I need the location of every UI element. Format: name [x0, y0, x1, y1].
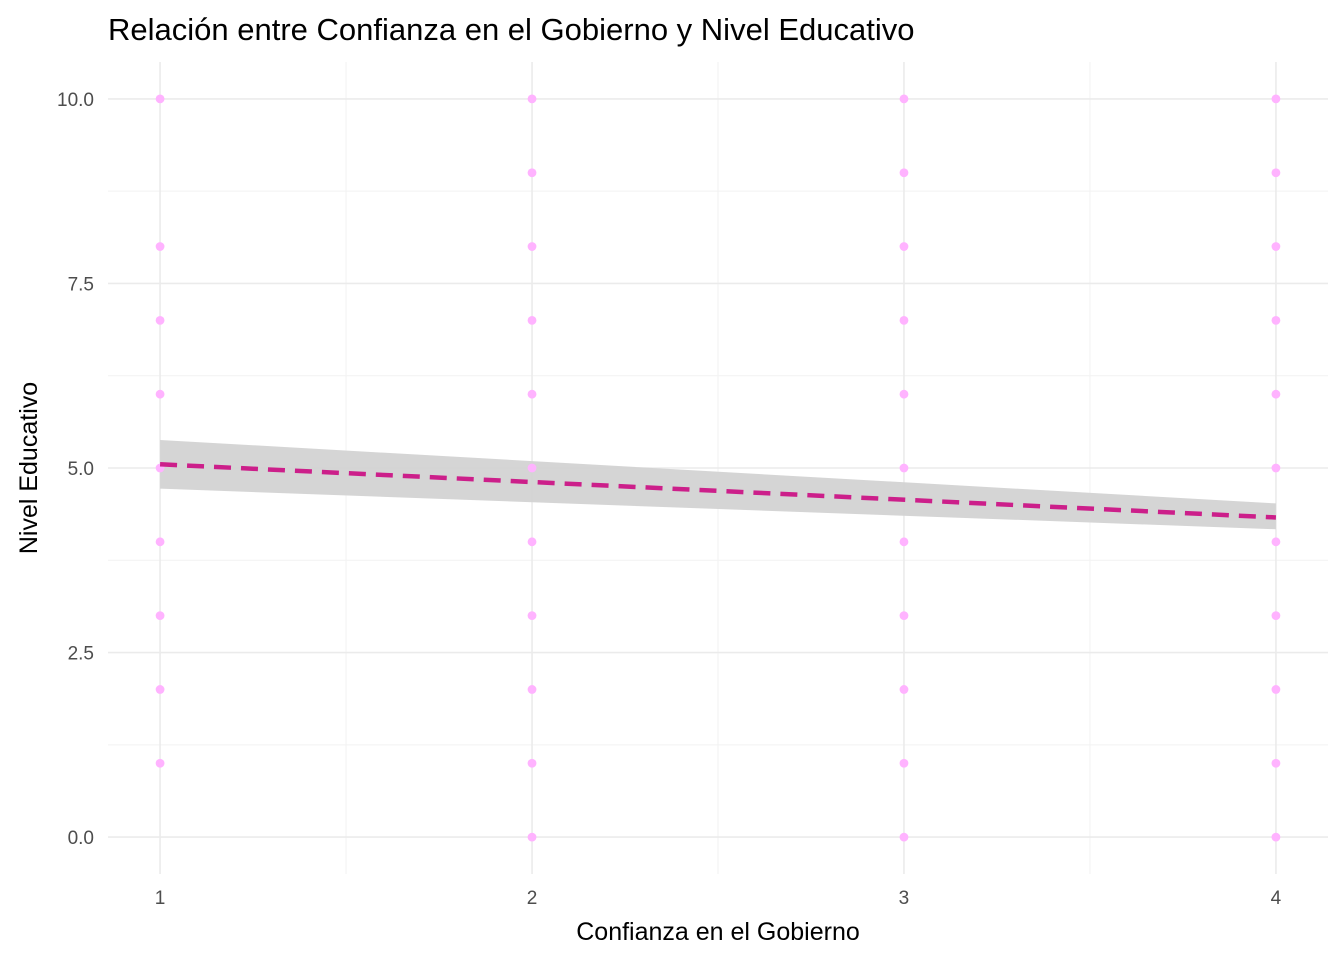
data-point — [899, 537, 909, 547]
data-point — [155, 685, 165, 694]
chart-title: Relación entre Confianza en el Gobierno … — [108, 12, 914, 47]
confidence-band — [160, 439, 1276, 530]
confidence-band-layer — [160, 439, 1276, 530]
data-point — [1271, 389, 1281, 399]
trend-line — [159, 462, 1277, 520]
x-tick-label: 2 — [527, 888, 538, 909]
data-point — [527, 94, 537, 104]
data-point — [155, 758, 165, 768]
data-point — [1271, 463, 1281, 473]
data-point — [1271, 242, 1281, 251]
x-tick-label: 1 — [155, 888, 166, 909]
data-point — [1271, 611, 1281, 621]
data-point — [899, 685, 909, 694]
data-point — [155, 315, 165, 325]
data-point — [155, 537, 165, 547]
x-tick-label: 4 — [1271, 888, 1282, 909]
data-point — [527, 315, 537, 325]
data-point — [527, 832, 537, 842]
data-point — [1271, 685, 1281, 694]
data-point — [527, 685, 537, 694]
data-point — [1271, 758, 1281, 768]
y-tick-label: 5.0 — [68, 459, 94, 480]
data-point — [899, 94, 909, 104]
data-point — [527, 463, 537, 473]
y-tick-label: 0.0 — [68, 828, 94, 849]
data-point — [527, 168, 537, 178]
minor-gridlines — [108, 62, 1328, 874]
y-axis-title: Nivel Educativo — [15, 382, 43, 554]
y-tick-label: 2.5 — [68, 644, 94, 665]
data-point — [899, 832, 909, 842]
data-point — [527, 537, 537, 547]
data-point — [1271, 94, 1281, 104]
data-point — [155, 611, 165, 621]
x-tick-labels: 1 2 3 4 — [155, 888, 1282, 909]
data-point — [1271, 537, 1281, 547]
x-tick-label: 3 — [899, 888, 910, 909]
data-point — [155, 94, 165, 104]
y-tick-label: 7.5 — [68, 274, 94, 295]
y-tick-label: 10.0 — [57, 90, 94, 111]
data-point — [155, 242, 165, 251]
y-tick-labels: 0.0 2.5 5.0 7.5 10.0 — [57, 90, 94, 849]
x-axis-title: Confianza en el Gobierno — [576, 918, 860, 946]
data-point — [899, 758, 909, 768]
data-point — [1271, 315, 1281, 325]
data-point — [527, 242, 537, 251]
data-point — [899, 611, 909, 621]
data-point — [527, 758, 537, 768]
data-point — [899, 463, 909, 473]
data-point — [527, 389, 537, 399]
data-point — [155, 389, 165, 399]
data-point — [527, 611, 537, 621]
data-point — [899, 315, 909, 325]
data-point — [899, 389, 909, 399]
data-point — [899, 242, 909, 251]
trend-line-layer — [159, 462, 1277, 520]
data-point — [1271, 168, 1281, 178]
data-point — [1271, 832, 1281, 842]
data-point — [899, 168, 909, 178]
